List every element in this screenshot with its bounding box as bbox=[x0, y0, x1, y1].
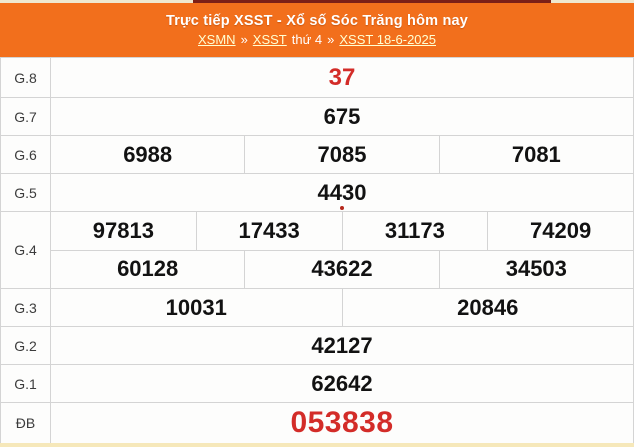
prize-number-g7-0-0: 675 bbox=[323, 103, 361, 129]
prize-number-g1-0-0: 62642 bbox=[311, 370, 373, 396]
lottery-header: Trực tiếp XSST - Xổ số Sóc Trăng hôm nay… bbox=[0, 3, 634, 57]
prize-subrow-g3-0: 10031 20846 bbox=[51, 289, 633, 326]
prize-number-g8-0-0: 37 bbox=[328, 63, 356, 91]
prize-subrow-g6-0: 6988 7085 7081 bbox=[51, 136, 633, 173]
prize-number-g6-0-0: 6988 bbox=[123, 141, 173, 167]
prize-number-g4-1-0: 60128 bbox=[117, 256, 179, 282]
prize-number-g3-0-1: 20846 bbox=[341, 289, 634, 326]
prize-label-g3: G.3 bbox=[1, 289, 51, 326]
prize-numbers-g2: 42127 bbox=[51, 327, 633, 364]
prize-number-g6-0-1: 7085 bbox=[244, 136, 438, 173]
prize-subrow-g5-0: 4430 bbox=[51, 174, 633, 211]
prize-label-g6: G.6 bbox=[1, 136, 51, 173]
breadcrumb-sep-4: » bbox=[327, 32, 335, 47]
prize-number-g4-1-1: 43622 bbox=[244, 250, 438, 288]
prize-row-g7: G.7 675 bbox=[1, 97, 633, 135]
prize-subrow-g2-0: 42127 bbox=[51, 327, 633, 364]
prize-row-g1: G.1 62642 bbox=[1, 364, 633, 402]
prize-numbers-g7: 675 bbox=[51, 98, 633, 135]
prize-numbers-db: 053838 bbox=[51, 403, 633, 443]
prize-numbers-g1: 62642 bbox=[51, 365, 633, 402]
prize-number-g4-0-0: 97813 bbox=[92, 217, 154, 243]
prize-number-g2-0-0: 42127 bbox=[311, 332, 373, 358]
prize-row-g6: G.6 6988 7085 7081 bbox=[1, 135, 633, 173]
prize-row-g8: G.8 37 bbox=[1, 57, 633, 97]
prize-label-g2: G.2 bbox=[1, 327, 51, 364]
page-title: Trực tiếp XSST - Xổ số Sóc Trăng hôm nay bbox=[165, 13, 469, 29]
prize-subrow-g7-0: 675 bbox=[51, 98, 633, 135]
live-update-dot bbox=[340, 206, 344, 210]
prize-row-g4: G.4 97813 17433 31173 74209 60128 43622 34503 bbox=[1, 211, 633, 288]
breadcrumb-sep-1: » bbox=[240, 32, 248, 47]
page-bottom-strip bbox=[0, 443, 634, 447]
page-top-strip bbox=[0, 0, 634, 3]
prize-row-g3: G.3 10031 20846 bbox=[1, 288, 633, 326]
prize-numbers-g6: 6988 7085 7081 bbox=[51, 136, 633, 173]
prize-label-g8: G.8 bbox=[1, 58, 51, 97]
prize-row-db: ĐB 053838 bbox=[1, 402, 633, 443]
prize-label-db: ĐB bbox=[1, 403, 51, 443]
prize-subrow-g8-0: 37 bbox=[51, 58, 633, 97]
prize-numbers-g5: 4430 bbox=[51, 174, 633, 211]
prize-number-g4-1-2: 34503 bbox=[438, 250, 633, 288]
prize-subrow-g4-1: 60128 43622 34503 bbox=[51, 249, 633, 288]
prize-number-g3-0-0: 10031 bbox=[165, 294, 227, 320]
prize-subrow-g1-0: 62642 bbox=[51, 365, 633, 402]
lottery-results-table: G.8 37 G.7 675 G.6 6988 7085 7081 G.5 4430 G.4 9781… bbox=[0, 57, 634, 444]
prize-label-g7: G.7 bbox=[1, 98, 51, 135]
breadcrumb: XSMN » XSST thứ 4 » XSST 18-6-2025 bbox=[198, 32, 436, 47]
prize-numbers-g8: 37 bbox=[51, 58, 633, 97]
breadcrumb-link-0[interactable]: XSMN bbox=[198, 32, 236, 47]
prize-label-g5: G.5 bbox=[1, 174, 51, 211]
prize-numbers-g3: 10031 20846 bbox=[51, 289, 633, 326]
prize-number-g4-0-1: 17433 bbox=[195, 212, 342, 250]
prize-number-db-0-0: 053838 bbox=[290, 406, 394, 439]
prize-label-g1: G.1 bbox=[1, 365, 51, 402]
prize-number-g5-0-0: 4430 bbox=[51, 174, 633, 211]
prize-subrow-db-0: 053838 bbox=[51, 403, 633, 443]
prize-label-g4: G.4 bbox=[1, 212, 51, 288]
breadcrumb-plain-3: thứ 4 bbox=[291, 32, 323, 47]
prize-row-g2: G.2 42127 bbox=[1, 326, 633, 364]
breadcrumb-link-2[interactable]: XSST bbox=[252, 32, 287, 47]
prize-number-g4-0-2: 31173 bbox=[341, 212, 488, 250]
prize-number-g4-0-3: 74209 bbox=[487, 212, 633, 250]
prize-number-g6-0-2: 7081 bbox=[438, 136, 633, 173]
breadcrumb-link-5[interactable]: XSST 18-6-2025 bbox=[339, 32, 436, 47]
prize-numbers-g4: 97813 17433 31173 74209 60128 43622 34503 bbox=[51, 212, 633, 288]
prize-subrow-g4-0: 97813 17433 31173 74209 bbox=[51, 212, 633, 250]
prize-row-g5: G.5 4430 bbox=[1, 173, 633, 211]
page-top-dark-segment bbox=[193, 0, 551, 3]
